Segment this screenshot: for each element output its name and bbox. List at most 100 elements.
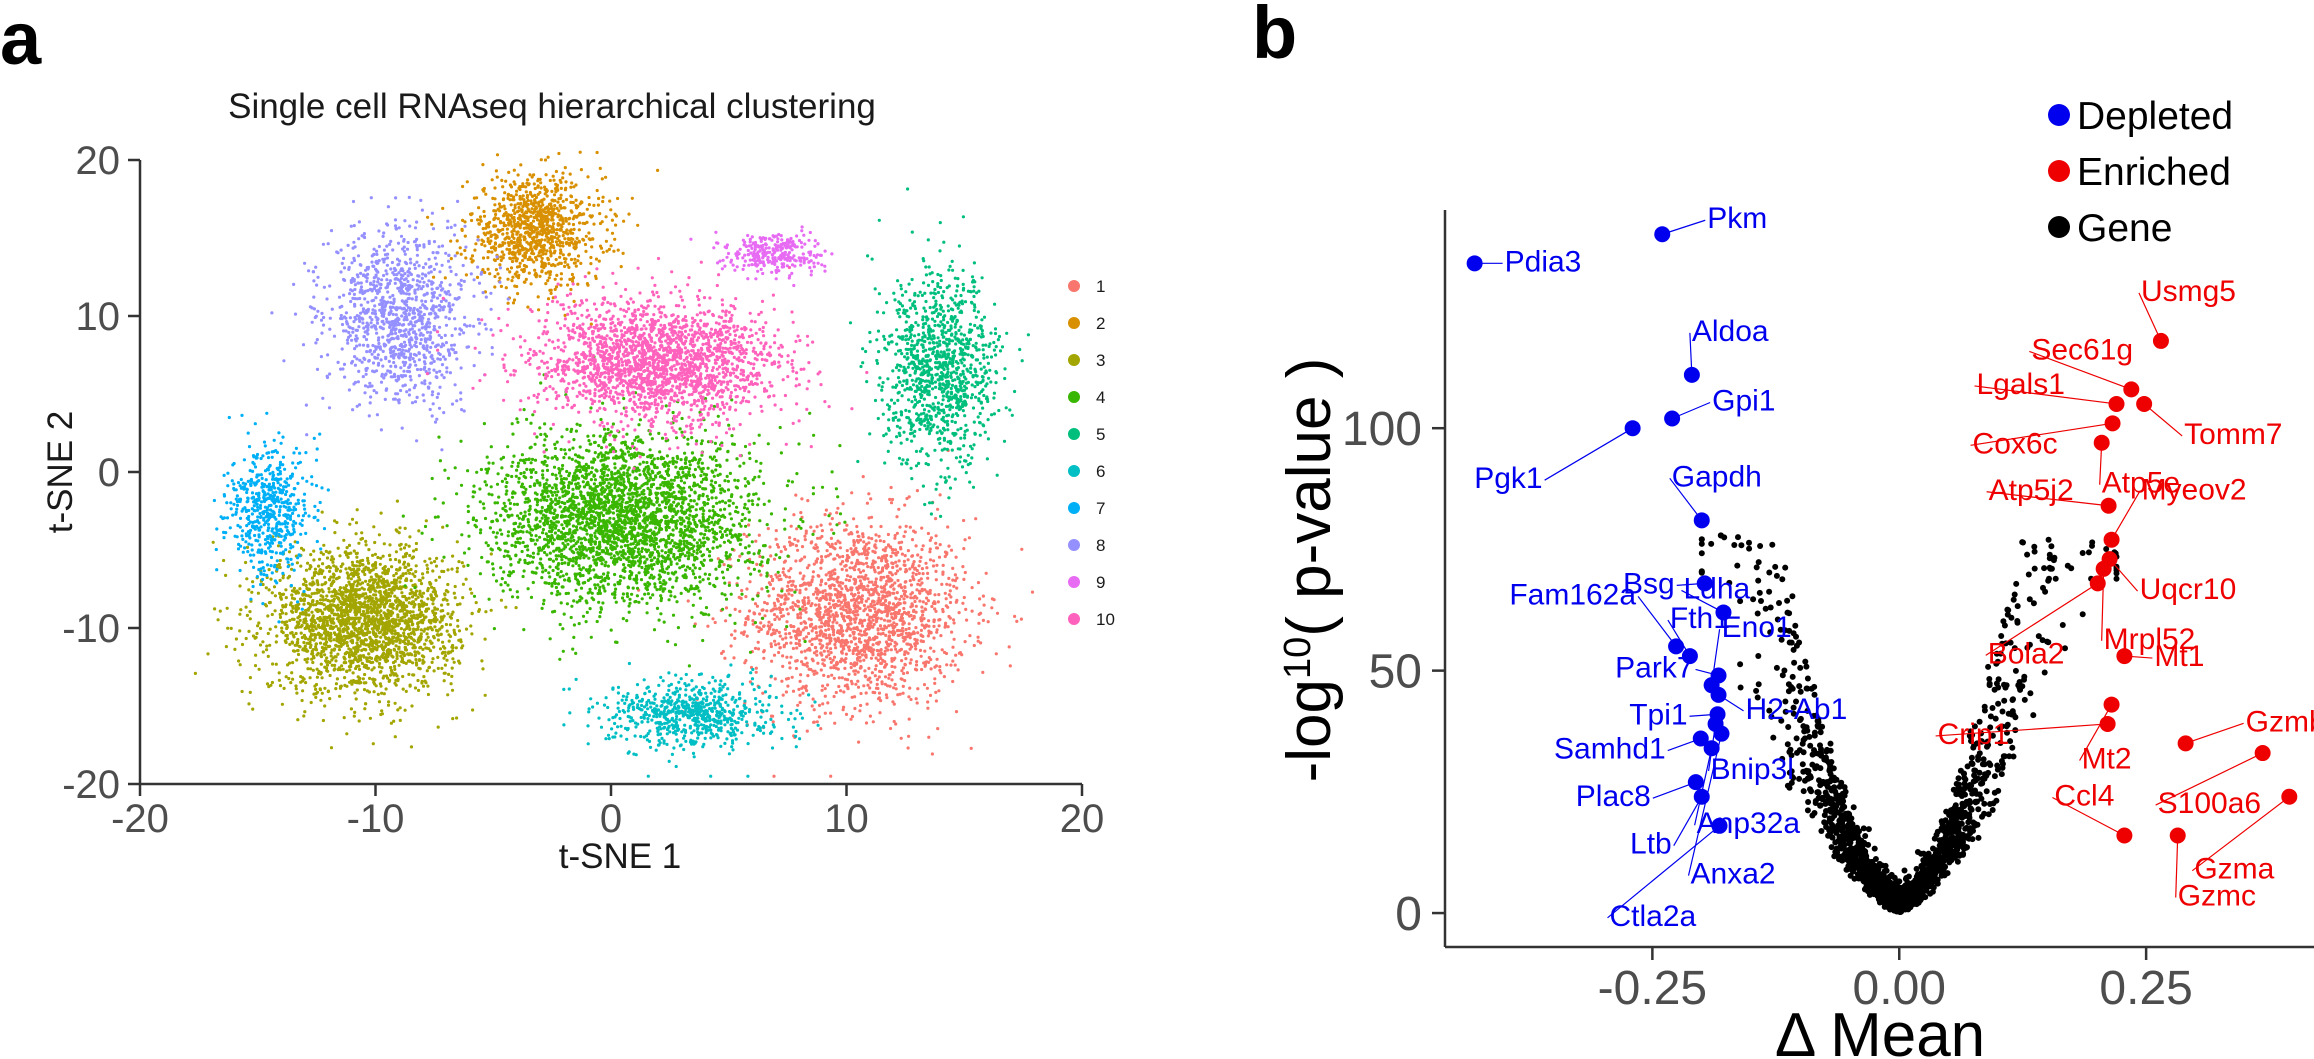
tsne-point bbox=[927, 624, 931, 628]
tsne-point bbox=[247, 702, 251, 706]
tsne-point bbox=[323, 637, 328, 641]
tsne-point bbox=[713, 620, 717, 625]
tsne-point bbox=[900, 586, 904, 590]
tsne-point bbox=[364, 543, 368, 547]
tsne-point bbox=[874, 656, 878, 660]
tsne-point bbox=[460, 646, 464, 650]
tsne-point bbox=[304, 613, 308, 617]
tsne-point bbox=[686, 599, 690, 603]
tsne-point bbox=[295, 643, 299, 647]
tsne-point bbox=[411, 661, 415, 665]
tsne-point bbox=[367, 579, 372, 583]
tsne-point bbox=[824, 628, 828, 632]
tsne-point bbox=[425, 632, 429, 636]
tsne-point bbox=[446, 590, 450, 594]
tsne-point bbox=[510, 241, 514, 245]
tsne-point bbox=[538, 232, 542, 236]
tsne-point bbox=[627, 212, 631, 216]
tsne-point bbox=[952, 584, 956, 589]
tsne-point bbox=[864, 721, 869, 725]
tsne-point bbox=[476, 218, 480, 222]
tsne-point bbox=[829, 536, 834, 541]
tsne-point bbox=[431, 602, 435, 606]
tsne-point bbox=[587, 203, 592, 207]
tsne-point bbox=[834, 611, 838, 615]
tsne-point bbox=[762, 650, 766, 654]
tsne-point bbox=[321, 624, 325, 628]
tsne-point bbox=[450, 567, 454, 571]
tsne-point bbox=[511, 275, 515, 279]
tsne-point bbox=[484, 610, 488, 614]
tsne-point bbox=[380, 712, 384, 716]
tsne-point bbox=[819, 555, 824, 559]
tsne-point bbox=[775, 543, 780, 547]
tsne-point bbox=[754, 670, 758, 674]
tsne-point bbox=[609, 244, 613, 248]
tsne-point bbox=[584, 234, 588, 238]
tsne-point bbox=[329, 558, 333, 562]
tsne-point bbox=[857, 595, 861, 599]
tsne-point bbox=[826, 649, 830, 653]
tsne-point bbox=[906, 746, 910, 750]
tsne-point bbox=[445, 658, 449, 662]
tsne-point bbox=[380, 616, 385, 620]
tsne-point bbox=[366, 568, 370, 572]
tsne-point bbox=[897, 559, 901, 563]
tsne-point bbox=[303, 710, 307, 714]
tsne-point bbox=[862, 643, 866, 647]
tsne-point bbox=[875, 591, 879, 595]
tsne-point bbox=[781, 567, 786, 571]
tsne-point bbox=[937, 555, 942, 559]
tsne-point bbox=[934, 699, 939, 703]
tsne-point bbox=[612, 249, 616, 253]
tsne-point bbox=[559, 261, 563, 265]
tsne-point bbox=[348, 653, 352, 657]
tsne-point bbox=[821, 634, 825, 638]
tsne-point bbox=[963, 538, 967, 542]
tsne-point bbox=[936, 727, 940, 731]
tsne-point bbox=[454, 646, 458, 650]
tsne-point bbox=[873, 615, 878, 619]
tsne-point bbox=[890, 623, 895, 628]
tsne-point bbox=[530, 194, 535, 198]
tsne-point bbox=[527, 271, 531, 275]
tsne-point bbox=[378, 562, 382, 566]
tsne-point bbox=[482, 231, 486, 235]
tsne-point bbox=[291, 661, 295, 665]
tsne-point bbox=[823, 513, 827, 517]
tsne-point bbox=[798, 693, 802, 697]
tsne-point bbox=[941, 563, 945, 568]
tsne-point bbox=[934, 690, 938, 695]
tsne-point bbox=[838, 623, 842, 627]
tsne-point bbox=[542, 264, 546, 268]
tsne-point bbox=[399, 547, 403, 551]
tsne-point bbox=[481, 163, 485, 167]
tsne-point bbox=[788, 579, 793, 583]
tsne-point bbox=[920, 619, 924, 623]
tsne-point bbox=[895, 622, 899, 627]
tsne-point bbox=[267, 588, 271, 592]
tsne-point bbox=[778, 594, 782, 598]
tsne-point bbox=[836, 589, 840, 594]
tsne-point bbox=[861, 475, 865, 479]
tsne-point bbox=[868, 686, 872, 690]
tsne-point bbox=[810, 629, 814, 633]
tsne-point bbox=[809, 525, 813, 529]
tsne-point bbox=[865, 553, 870, 557]
tsne-point bbox=[425, 669, 429, 673]
tsne-point bbox=[903, 503, 907, 507]
tsne-point bbox=[907, 734, 911, 738]
tsne-point bbox=[963, 570, 967, 575]
tsne-point bbox=[452, 660, 456, 664]
tsne-point bbox=[379, 511, 383, 515]
tsne-point bbox=[364, 702, 368, 706]
tsne-point bbox=[568, 216, 572, 220]
tsne-point bbox=[521, 194, 525, 198]
tsne-point bbox=[268, 600, 272, 605]
tsne-point bbox=[853, 606, 857, 610]
tsne-point bbox=[318, 641, 323, 645]
tsne-point bbox=[886, 619, 890, 623]
tsne-point bbox=[912, 596, 916, 600]
tsne-point bbox=[819, 597, 823, 601]
tsne-point bbox=[782, 643, 787, 647]
